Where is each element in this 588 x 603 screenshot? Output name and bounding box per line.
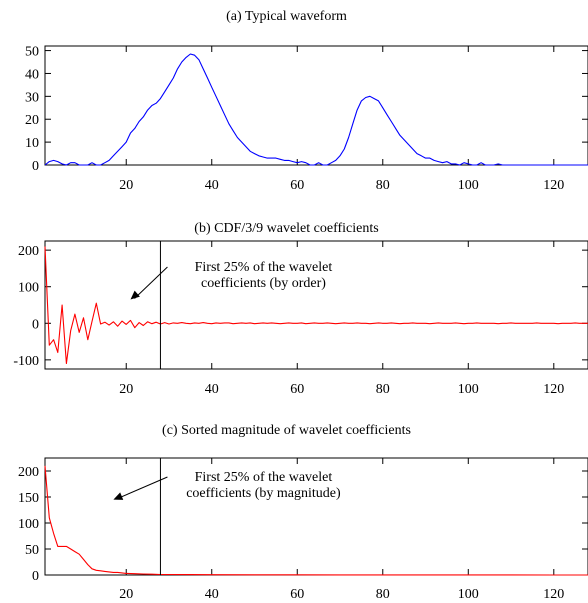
y-tick-label: 100 (18, 281, 39, 296)
y-tick-label: -100 (13, 354, 39, 369)
series-line (44, 465, 588, 576)
x-tick-label: 100 (458, 382, 479, 397)
y-tick-label: 200 (18, 465, 39, 480)
annotation-text: coefficients (by magnitude) (186, 486, 341, 501)
x-tick-label: 60 (290, 178, 304, 193)
x-tick-label: 100 (458, 587, 479, 602)
panel-2: (b) CDF/3/9 wavelet coefficients 20 40 60 80… (13, 221, 588, 397)
x-tick-label: 20 (119, 587, 133, 602)
panel-title: (a) Typical waveform (226, 9, 347, 24)
y-tick-label: 100 (18, 517, 39, 532)
y-tick-label: 200 (18, 244, 39, 259)
y-tick-label: 50 (25, 45, 39, 60)
annotation-arrow (134, 266, 168, 299)
annotation-text: First 25% of the wavelet (195, 260, 333, 275)
annotation-arrowhead (113, 492, 124, 500)
y-tick-label: 20 (25, 113, 39, 128)
x-tick-label: 120 (543, 382, 564, 397)
y-tick-label: 0 (32, 159, 39, 174)
panel-1: (a) Typical waveform 20 40 60 80 100 120 0 10 20 3… (25, 9, 588, 193)
x-tick-label: 80 (376, 178, 390, 193)
y-tick-label: 30 (25, 90, 39, 105)
annotation-arrow (117, 476, 168, 500)
y-tick-label: 50 (25, 543, 39, 558)
plot-frame (44, 45, 588, 166)
annotation-text: coefficients (by order) (201, 276, 326, 291)
plot-frame (44, 240, 588, 370)
y-tick-label: 150 (18, 491, 39, 506)
x-tick-label: 80 (376, 382, 390, 397)
panel-3: (c) Sorted magnitude of wavelet coeffici… (18, 423, 588, 602)
y-tick-label: 40 (25, 67, 39, 82)
panel-title: (b) CDF/3/9 wavelet coefficients (194, 221, 378, 236)
x-tick-label: 60 (290, 382, 304, 397)
x-tick-label: 40 (205, 382, 219, 397)
x-tick-label: 20 (119, 382, 133, 397)
x-tick-label: 20 (119, 178, 133, 193)
x-tick-label: 40 (205, 178, 219, 193)
x-tick-label: 60 (290, 587, 304, 602)
panel-title: (c) Sorted magnitude of wavelet coeffici… (162, 423, 411, 438)
series-line (44, 53, 588, 166)
y-tick-label: 10 (25, 136, 39, 151)
x-tick-label: 120 (543, 178, 564, 193)
x-tick-label: 40 (205, 587, 219, 602)
x-tick-label: 80 (376, 587, 390, 602)
x-tick-label: 100 (458, 178, 479, 193)
y-tick-label: 0 (32, 317, 39, 332)
annotation-arrowhead (130, 290, 140, 300)
y-tick-label: 0 (32, 569, 39, 584)
x-tick-label: 120 (543, 587, 564, 602)
series-line (44, 246, 588, 365)
annotation-text: First 25% of the wavelet (195, 470, 333, 485)
